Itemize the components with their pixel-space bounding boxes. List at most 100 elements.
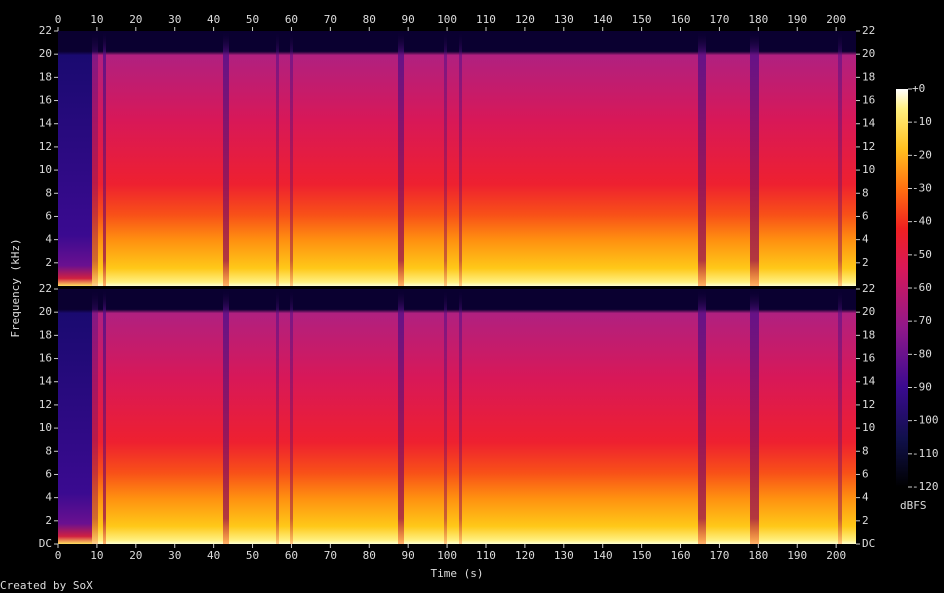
y-tick-label: 2 — [45, 256, 52, 269]
x-tick-label: 150 — [632, 13, 652, 26]
x-tick-label: 180 — [748, 549, 768, 562]
colorbar-tick-label: -120 — [912, 480, 939, 493]
y-tick-label: 14 — [862, 375, 876, 388]
colorbar-label: dBFS — [900, 499, 927, 512]
y-tick-label: 6 — [862, 467, 869, 480]
x-tick-label: 90 — [402, 13, 415, 26]
x-tick-label: 130 — [554, 549, 574, 562]
y-tick-label: 22 — [39, 282, 52, 295]
y-tick-label: 18 — [39, 70, 52, 83]
y-tick-label: 10 — [39, 421, 52, 434]
y-tick-label: 20 — [39, 305, 52, 318]
spectrogram-left — [58, 31, 856, 286]
y-tick-label: 2 — [45, 514, 52, 527]
x-tick-label: 190 — [787, 549, 807, 562]
x-tick-label: 170 — [709, 549, 729, 562]
y-tick-label: 16 — [39, 352, 52, 365]
colorbar-tick-label: -50 — [912, 248, 932, 261]
x-tick-label: 0 — [55, 13, 62, 26]
x-tick-label: 100 — [437, 13, 457, 26]
x-tick-label: 40 — [207, 549, 220, 562]
colorbar-tick-label: -100 — [912, 414, 939, 427]
x-tick-label: 0 — [55, 549, 62, 562]
y-tick-label: 22 — [39, 24, 52, 37]
y-tick-label: 18 — [39, 328, 52, 341]
y-tick-label: DC — [39, 537, 52, 550]
x-tick-label: 70 — [324, 549, 337, 562]
y-tick-label: 8 — [862, 186, 869, 199]
x-tick-label: 200 — [826, 13, 846, 26]
x-tick-label: 170 — [709, 13, 729, 26]
y-tick-label: 10 — [862, 421, 875, 434]
y-tick-label: 2 — [862, 514, 869, 527]
y-tick-label: 8 — [45, 186, 52, 199]
x-tick-label: 10 — [90, 549, 103, 562]
y-tick-label: 20 — [862, 47, 875, 60]
x-tick-label: 20 — [129, 549, 142, 562]
x-tick-label: 60 — [285, 549, 298, 562]
spectrogram-right — [58, 289, 856, 544]
y-tick-label: 6 — [45, 209, 52, 222]
colorbar-tick-label: -70 — [912, 314, 932, 327]
y-tick-label: 22 — [862, 24, 875, 37]
x-tick-label: 190 — [787, 13, 807, 26]
x-axis-title: Time (s) — [431, 567, 484, 580]
x-tick-label: 50 — [246, 549, 259, 562]
x-tick-label: 50 — [246, 13, 259, 26]
x-tick-label: 30 — [168, 13, 181, 26]
y-tick-label: 6 — [862, 209, 869, 222]
y-tick-label: 16 — [862, 352, 875, 365]
x-tick-label: 70 — [324, 13, 337, 26]
x-tick-label: 110 — [476, 13, 496, 26]
y-tick-label: 20 — [862, 305, 875, 318]
y-tick-label: 22 — [862, 282, 875, 295]
y-tick-label: 4 — [862, 491, 869, 504]
y-tick-label: 4 — [862, 233, 869, 246]
y-tick-label: 8 — [862, 444, 869, 457]
y-tick-label: 14 — [862, 117, 876, 130]
y-tick-label: 10 — [862, 163, 875, 176]
x-tick-label: 60 — [285, 13, 298, 26]
y-tick-label: 16 — [862, 94, 875, 107]
colorbar-tick-label: -90 — [912, 381, 932, 394]
x-tick-label: 180 — [748, 13, 768, 26]
y-tick-label: 4 — [45, 233, 52, 246]
x-tick-label: 150 — [632, 549, 652, 562]
colorbar-tick-label: -40 — [912, 215, 932, 228]
x-tick-label: 120 — [515, 549, 535, 562]
y-tick-label: 12 — [862, 140, 875, 153]
x-tick-label: 110 — [476, 549, 496, 562]
colorbar-tick-label: -20 — [912, 148, 932, 161]
y-tick-label: 6 — [45, 467, 52, 480]
y-tick-label: 18 — [862, 328, 875, 341]
y-tick-label: 14 — [39, 117, 53, 130]
y-tick-label: 2 — [862, 256, 869, 269]
y-tick-label: 12 — [39, 140, 52, 153]
y-tick-label: 20 — [39, 47, 52, 60]
y-tick-label: 12 — [862, 398, 875, 411]
colorbar — [896, 89, 908, 487]
y-axis-title: Frequency (kHz) — [9, 238, 22, 337]
y-tick-label: 4 — [45, 491, 52, 504]
x-tick-label: 140 — [593, 13, 613, 26]
x-tick-label: 30 — [168, 549, 181, 562]
colorbar-tick-label: -60 — [912, 281, 932, 294]
x-tick-label: 120 — [515, 13, 535, 26]
y-tick-label: 8 — [45, 444, 52, 457]
colorbar-tick-label: -110 — [912, 447, 939, 460]
x-tick-label: 80 — [363, 549, 376, 562]
y-tick-label: DC — [862, 537, 875, 550]
colorbar-tick-label: +0 — [912, 82, 925, 95]
footer: Created by SoX — [0, 579, 93, 592]
colorbar-tick-label: -10 — [912, 115, 932, 128]
y-tick-label: 12 — [39, 398, 52, 411]
x-tick-label: 160 — [671, 549, 691, 562]
y-tick-label: 18 — [862, 70, 875, 83]
x-tick-label: 40 — [207, 13, 220, 26]
x-tick-label: 160 — [671, 13, 691, 26]
x-tick-label: 140 — [593, 549, 613, 562]
colorbar-tick-label: -30 — [912, 182, 932, 195]
y-tick-label: 16 — [39, 94, 52, 107]
x-tick-label: 200 — [826, 549, 846, 562]
